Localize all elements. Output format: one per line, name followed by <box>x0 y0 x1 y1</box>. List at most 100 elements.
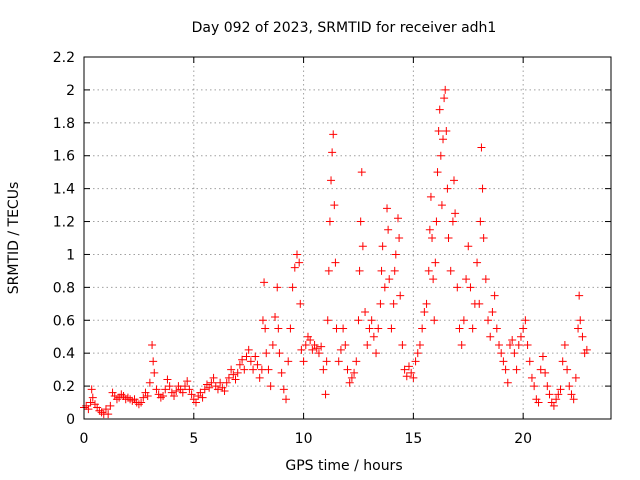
data-point-marker <box>365 324 374 333</box>
data-point-marker <box>229 370 238 379</box>
data-point-marker <box>170 391 179 400</box>
x-tick-label: 10 <box>295 431 313 447</box>
y-axis-ticks: 0 0.2 0.4 0.6 0.8 1 1.2 1.4 1.6 1.8 2 2.2 <box>53 50 611 428</box>
data-point-marker <box>334 357 343 366</box>
y-tick-label: 0.4 <box>53 346 75 362</box>
data-point-marker <box>235 360 244 369</box>
data-point-marker <box>290 263 299 272</box>
data-point-marker <box>400 365 409 374</box>
data-point-marker <box>106 401 115 410</box>
data-point-marker <box>220 387 229 396</box>
data-point-marker <box>260 278 269 287</box>
y-tick-label: 1.8 <box>53 116 75 132</box>
data-point-marker <box>451 209 460 218</box>
data-point-marker <box>435 105 444 114</box>
x-tick-label: 0 <box>80 431 89 447</box>
y-tick-label: 2.2 <box>53 50 75 66</box>
data-point-marker <box>163 375 172 384</box>
data-point-marker <box>288 283 297 292</box>
data-point-marker <box>275 349 284 358</box>
x-tick-label: 20 <box>514 431 532 447</box>
data-point-marker <box>86 398 95 407</box>
data-point-marker <box>251 352 260 361</box>
data-point-marker <box>384 225 393 234</box>
data-point-marker <box>87 385 96 394</box>
data-point-marker <box>268 340 277 349</box>
data-point-marker <box>439 135 448 144</box>
data-point-marker <box>554 390 563 399</box>
data-point-marker <box>233 368 242 377</box>
data-point-marker <box>231 375 240 384</box>
data-point-marker <box>258 316 267 325</box>
data-point-marker <box>321 390 330 399</box>
data-point-marker <box>510 349 519 358</box>
data-point-marker <box>377 266 386 275</box>
data-point-marker <box>301 340 310 349</box>
data-point-marker <box>323 316 332 325</box>
data-point-marker <box>490 291 499 300</box>
data-point-marker <box>183 377 192 386</box>
data-point-marker <box>462 275 471 284</box>
data-point-marker <box>299 357 308 366</box>
data-point-marker <box>569 395 578 404</box>
data-point-marker <box>222 378 231 387</box>
data-point-marker <box>558 357 567 366</box>
grid-lines <box>84 57 611 419</box>
data-point-marker <box>505 340 514 349</box>
data-point-marker <box>466 283 475 292</box>
data-point-marker <box>328 148 337 157</box>
data-point-marker <box>374 324 383 333</box>
data-point-marker <box>499 357 508 366</box>
y-tick-label: 0.8 <box>53 280 75 296</box>
data-point-marker <box>198 393 207 402</box>
data-point-marker <box>356 217 365 226</box>
data-point-marker <box>398 340 407 349</box>
data-point-marker <box>354 316 363 325</box>
data-point-marker <box>314 349 323 358</box>
data-point-marker <box>431 258 440 267</box>
data-point-marker <box>148 340 157 349</box>
data-point-marker <box>292 250 301 259</box>
data-point-marker <box>475 299 484 308</box>
data-point-marker <box>433 168 442 177</box>
data-point-marker <box>441 85 450 94</box>
data-point-marker <box>159 391 168 400</box>
data-point-marker <box>101 405 110 414</box>
data-point-marker <box>317 342 326 351</box>
data-point-marker <box>488 308 497 317</box>
data-point-marker <box>242 352 251 361</box>
data-point-marker <box>464 242 473 251</box>
data-point-marker <box>352 357 361 366</box>
data-point-marker <box>477 143 486 152</box>
data-point-marker <box>407 368 416 377</box>
data-point-marker <box>484 316 493 325</box>
data-point-marker <box>455 324 464 333</box>
data-point-marker <box>284 357 293 366</box>
data-point-marker <box>443 184 452 193</box>
data-points <box>80 85 591 419</box>
data-point-marker <box>430 316 439 325</box>
data-point-marker <box>563 365 572 374</box>
data-point-marker <box>191 398 200 407</box>
data-point-marker <box>330 201 339 210</box>
data-point-marker <box>575 291 584 300</box>
data-point-marker <box>378 242 387 251</box>
y-tick-label: 1.2 <box>53 215 75 231</box>
data-point-marker <box>367 316 376 325</box>
data-point-marker <box>476 217 485 226</box>
x-tick-label: 5 <box>189 431 198 447</box>
data-point-marker <box>523 340 532 349</box>
y-tick-label: 1.4 <box>53 182 75 198</box>
data-point-marker <box>538 352 547 361</box>
data-point-marker <box>347 373 356 382</box>
data-point-marker <box>534 398 543 407</box>
data-point-marker <box>187 390 196 399</box>
data-point-marker <box>196 388 205 397</box>
data-point-marker <box>185 385 194 394</box>
data-point-marker <box>345 378 354 387</box>
data-point-marker <box>571 373 580 382</box>
data-point-marker <box>457 340 466 349</box>
data-point-marker <box>363 340 372 349</box>
data-point-marker <box>88 393 97 402</box>
